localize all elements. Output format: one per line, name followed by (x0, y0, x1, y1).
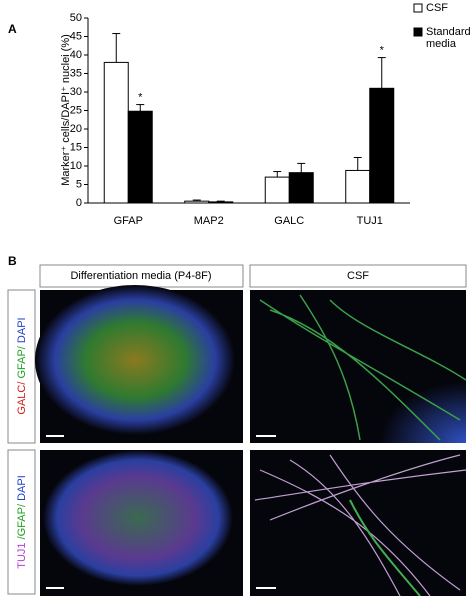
column-header-box (249, 264, 467, 288)
micrograph (250, 450, 467, 596)
bar (103, 61, 129, 204)
column-header: Differentiation media (P4-8F) (70, 270, 211, 282)
legend-swatch (413, 3, 423, 13)
y-axis-label: Marker⁺ cells/DAPI⁺ nuclei (%) (60, 34, 72, 186)
column-header: CSF (347, 270, 369, 282)
row-header-part: /GFAP/ (16, 501, 28, 540)
row-header-part: GFAP/ (16, 343, 28, 378)
y-tick-label: 10 (70, 160, 82, 172)
y-tick-label: 40 (70, 49, 82, 61)
micrograph (40, 450, 243, 596)
y-tick-label: 15 (70, 141, 82, 153)
bar (208, 201, 234, 204)
row-header-box (7, 449, 36, 595)
row-header: TUJ1 /GFAP/ DAPI (16, 475, 28, 569)
y-tick-label: 30 (70, 86, 82, 98)
y-tick-label: 20 (70, 123, 82, 135)
x-tick-label: MAP2 (194, 215, 224, 227)
bar (184, 200, 210, 204)
row-header-part: GALC/ (16, 379, 28, 415)
y-tick-label: 45 (70, 30, 82, 42)
panel-label: A (8, 22, 17, 36)
y-tick-label: 5 (76, 178, 82, 190)
bar (369, 87, 395, 204)
row-header-part: DAPI (16, 317, 28, 343)
row-header-part: DAPI (16, 475, 28, 501)
y-tick-label: 25 (70, 104, 82, 116)
legend-label: CSF (426, 2, 448, 14)
micrograph (250, 290, 467, 443)
x-tick-label: TUJ1 (357, 215, 383, 227)
row-header-box (7, 289, 36, 444)
micrograph (35, 285, 243, 443)
bar (264, 176, 290, 204)
row-header-part: TUJ1 (16, 539, 28, 568)
legend-swatch (413, 27, 423, 37)
x-tick-label: GALC (274, 215, 304, 227)
significance-marker: * (380, 44, 385, 56)
x-tick-label: GFAP (114, 215, 143, 227)
y-tick-label: 50 (70, 12, 82, 24)
legend-label: Standard media (426, 26, 471, 50)
significance-marker: * (138, 91, 143, 103)
bar (288, 172, 314, 204)
bar (127, 110, 153, 204)
panel-label: B (8, 254, 17, 268)
row-header: GALC/ GFAP/ DAPI (16, 317, 28, 414)
y-tick-label: 35 (70, 67, 82, 79)
y-tick-label: 0 (76, 197, 82, 209)
bar (345, 169, 371, 204)
